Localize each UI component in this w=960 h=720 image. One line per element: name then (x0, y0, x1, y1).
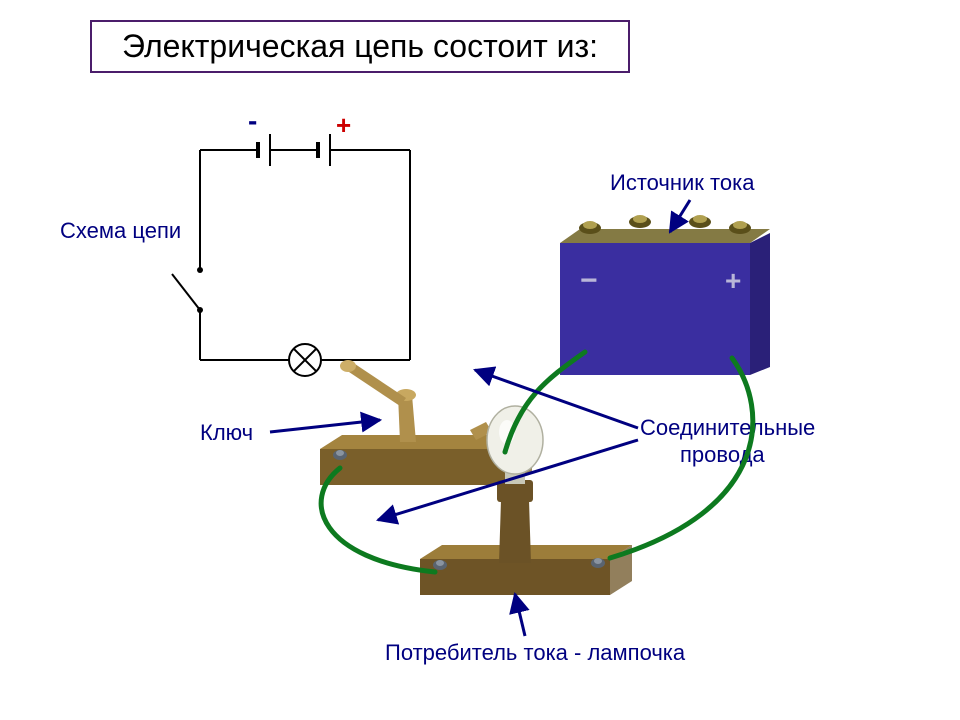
page-title: Электрическая цепь состоит из: (90, 20, 630, 73)
svg-text:+: + (725, 265, 741, 296)
svg-text:−: − (580, 264, 598, 297)
label-wires-2: провода (680, 442, 765, 468)
diagram-svg: - + − + (0, 0, 960, 720)
label-wires-1: Соединительные (640, 415, 815, 441)
svg-text:+: + (336, 110, 351, 140)
label-key: Ключ (200, 420, 253, 446)
svg-text:-: - (248, 105, 257, 136)
label-source: Источник тока (610, 170, 754, 196)
label-consumer: Потребитель тока - лампочка (385, 640, 685, 666)
label-schematic: Схема цепи (60, 218, 181, 244)
